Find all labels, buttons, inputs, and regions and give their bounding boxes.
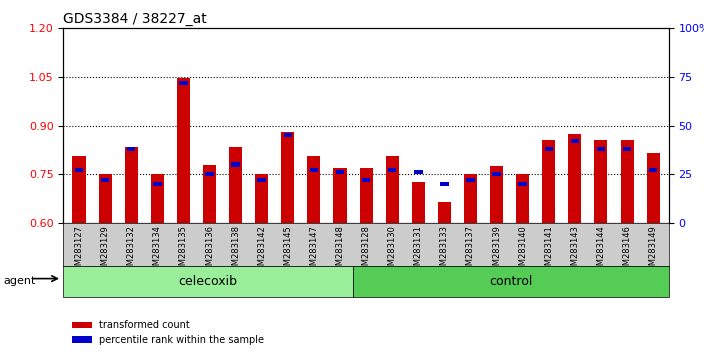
Bar — [353, 266, 669, 297]
Bar — [153, 182, 161, 186]
Bar — [594, 140, 608, 223]
Bar — [466, 178, 474, 182]
Bar — [438, 202, 451, 223]
Bar — [75, 168, 83, 172]
Text: GSM283138: GSM283138 — [231, 225, 240, 276]
Bar — [571, 139, 579, 143]
Text: GSM283146: GSM283146 — [622, 225, 631, 276]
Bar — [229, 147, 242, 223]
Bar — [282, 131, 294, 223]
Bar — [414, 170, 422, 174]
Bar — [649, 168, 658, 172]
Bar — [99, 175, 112, 223]
Text: GSM283148: GSM283148 — [336, 225, 344, 276]
Bar — [440, 182, 448, 186]
Bar — [492, 172, 501, 176]
Bar — [388, 168, 396, 172]
Text: GSM283128: GSM283128 — [362, 225, 370, 276]
Text: GSM283130: GSM283130 — [388, 225, 396, 276]
Bar — [386, 156, 398, 223]
Text: GSM283144: GSM283144 — [596, 225, 605, 276]
Bar — [646, 153, 660, 223]
Bar — [360, 168, 372, 223]
Bar — [310, 168, 318, 172]
Bar — [203, 165, 216, 223]
Bar — [284, 133, 292, 137]
Bar — [308, 156, 320, 223]
Bar — [518, 182, 527, 186]
Bar — [125, 147, 138, 223]
Bar — [464, 175, 477, 223]
Text: GSM283145: GSM283145 — [283, 225, 292, 276]
Bar — [127, 147, 135, 151]
Bar — [179, 81, 188, 85]
Text: GSM283142: GSM283142 — [257, 225, 266, 276]
Bar — [258, 178, 266, 182]
Text: GDS3384 / 38227_at: GDS3384 / 38227_at — [63, 12, 207, 26]
Text: GSM283133: GSM283133 — [440, 225, 449, 276]
Bar — [206, 172, 214, 176]
Bar — [544, 147, 553, 151]
Bar — [151, 175, 164, 223]
Text: GSM283127: GSM283127 — [75, 225, 84, 276]
Bar — [412, 182, 425, 223]
Text: GSM283141: GSM283141 — [544, 225, 553, 276]
Text: GSM283134: GSM283134 — [153, 225, 162, 276]
Text: agent: agent — [4, 276, 36, 286]
Text: GSM283139: GSM283139 — [492, 225, 501, 276]
Bar — [568, 134, 582, 223]
Text: GSM283147: GSM283147 — [309, 225, 318, 276]
Bar — [623, 147, 631, 151]
Legend: transformed count, percentile rank within the sample: transformed count, percentile rank withi… — [68, 316, 268, 349]
Text: GSM283131: GSM283131 — [414, 225, 423, 276]
Text: GSM283132: GSM283132 — [127, 225, 136, 276]
Text: GSM283129: GSM283129 — [101, 225, 110, 276]
Bar — [177, 78, 190, 223]
Bar — [232, 162, 240, 166]
Text: GSM283143: GSM283143 — [570, 225, 579, 276]
Bar — [597, 147, 605, 151]
Text: GSM283137: GSM283137 — [466, 225, 475, 276]
Text: GSM283136: GSM283136 — [205, 225, 214, 276]
Text: control: control — [489, 275, 532, 288]
Bar — [620, 140, 634, 223]
Text: GSM283140: GSM283140 — [518, 225, 527, 276]
Bar — [101, 178, 109, 182]
Text: celecoxib: celecoxib — [179, 275, 238, 288]
Bar — [334, 168, 346, 223]
Bar — [255, 175, 268, 223]
Bar — [336, 170, 344, 174]
Text: GSM283149: GSM283149 — [648, 225, 658, 276]
Bar — [542, 140, 555, 223]
Text: GSM283135: GSM283135 — [179, 225, 188, 276]
Bar — [516, 175, 529, 223]
Bar — [63, 266, 353, 297]
Bar — [490, 166, 503, 223]
Bar — [362, 178, 370, 182]
Bar — [73, 156, 86, 223]
